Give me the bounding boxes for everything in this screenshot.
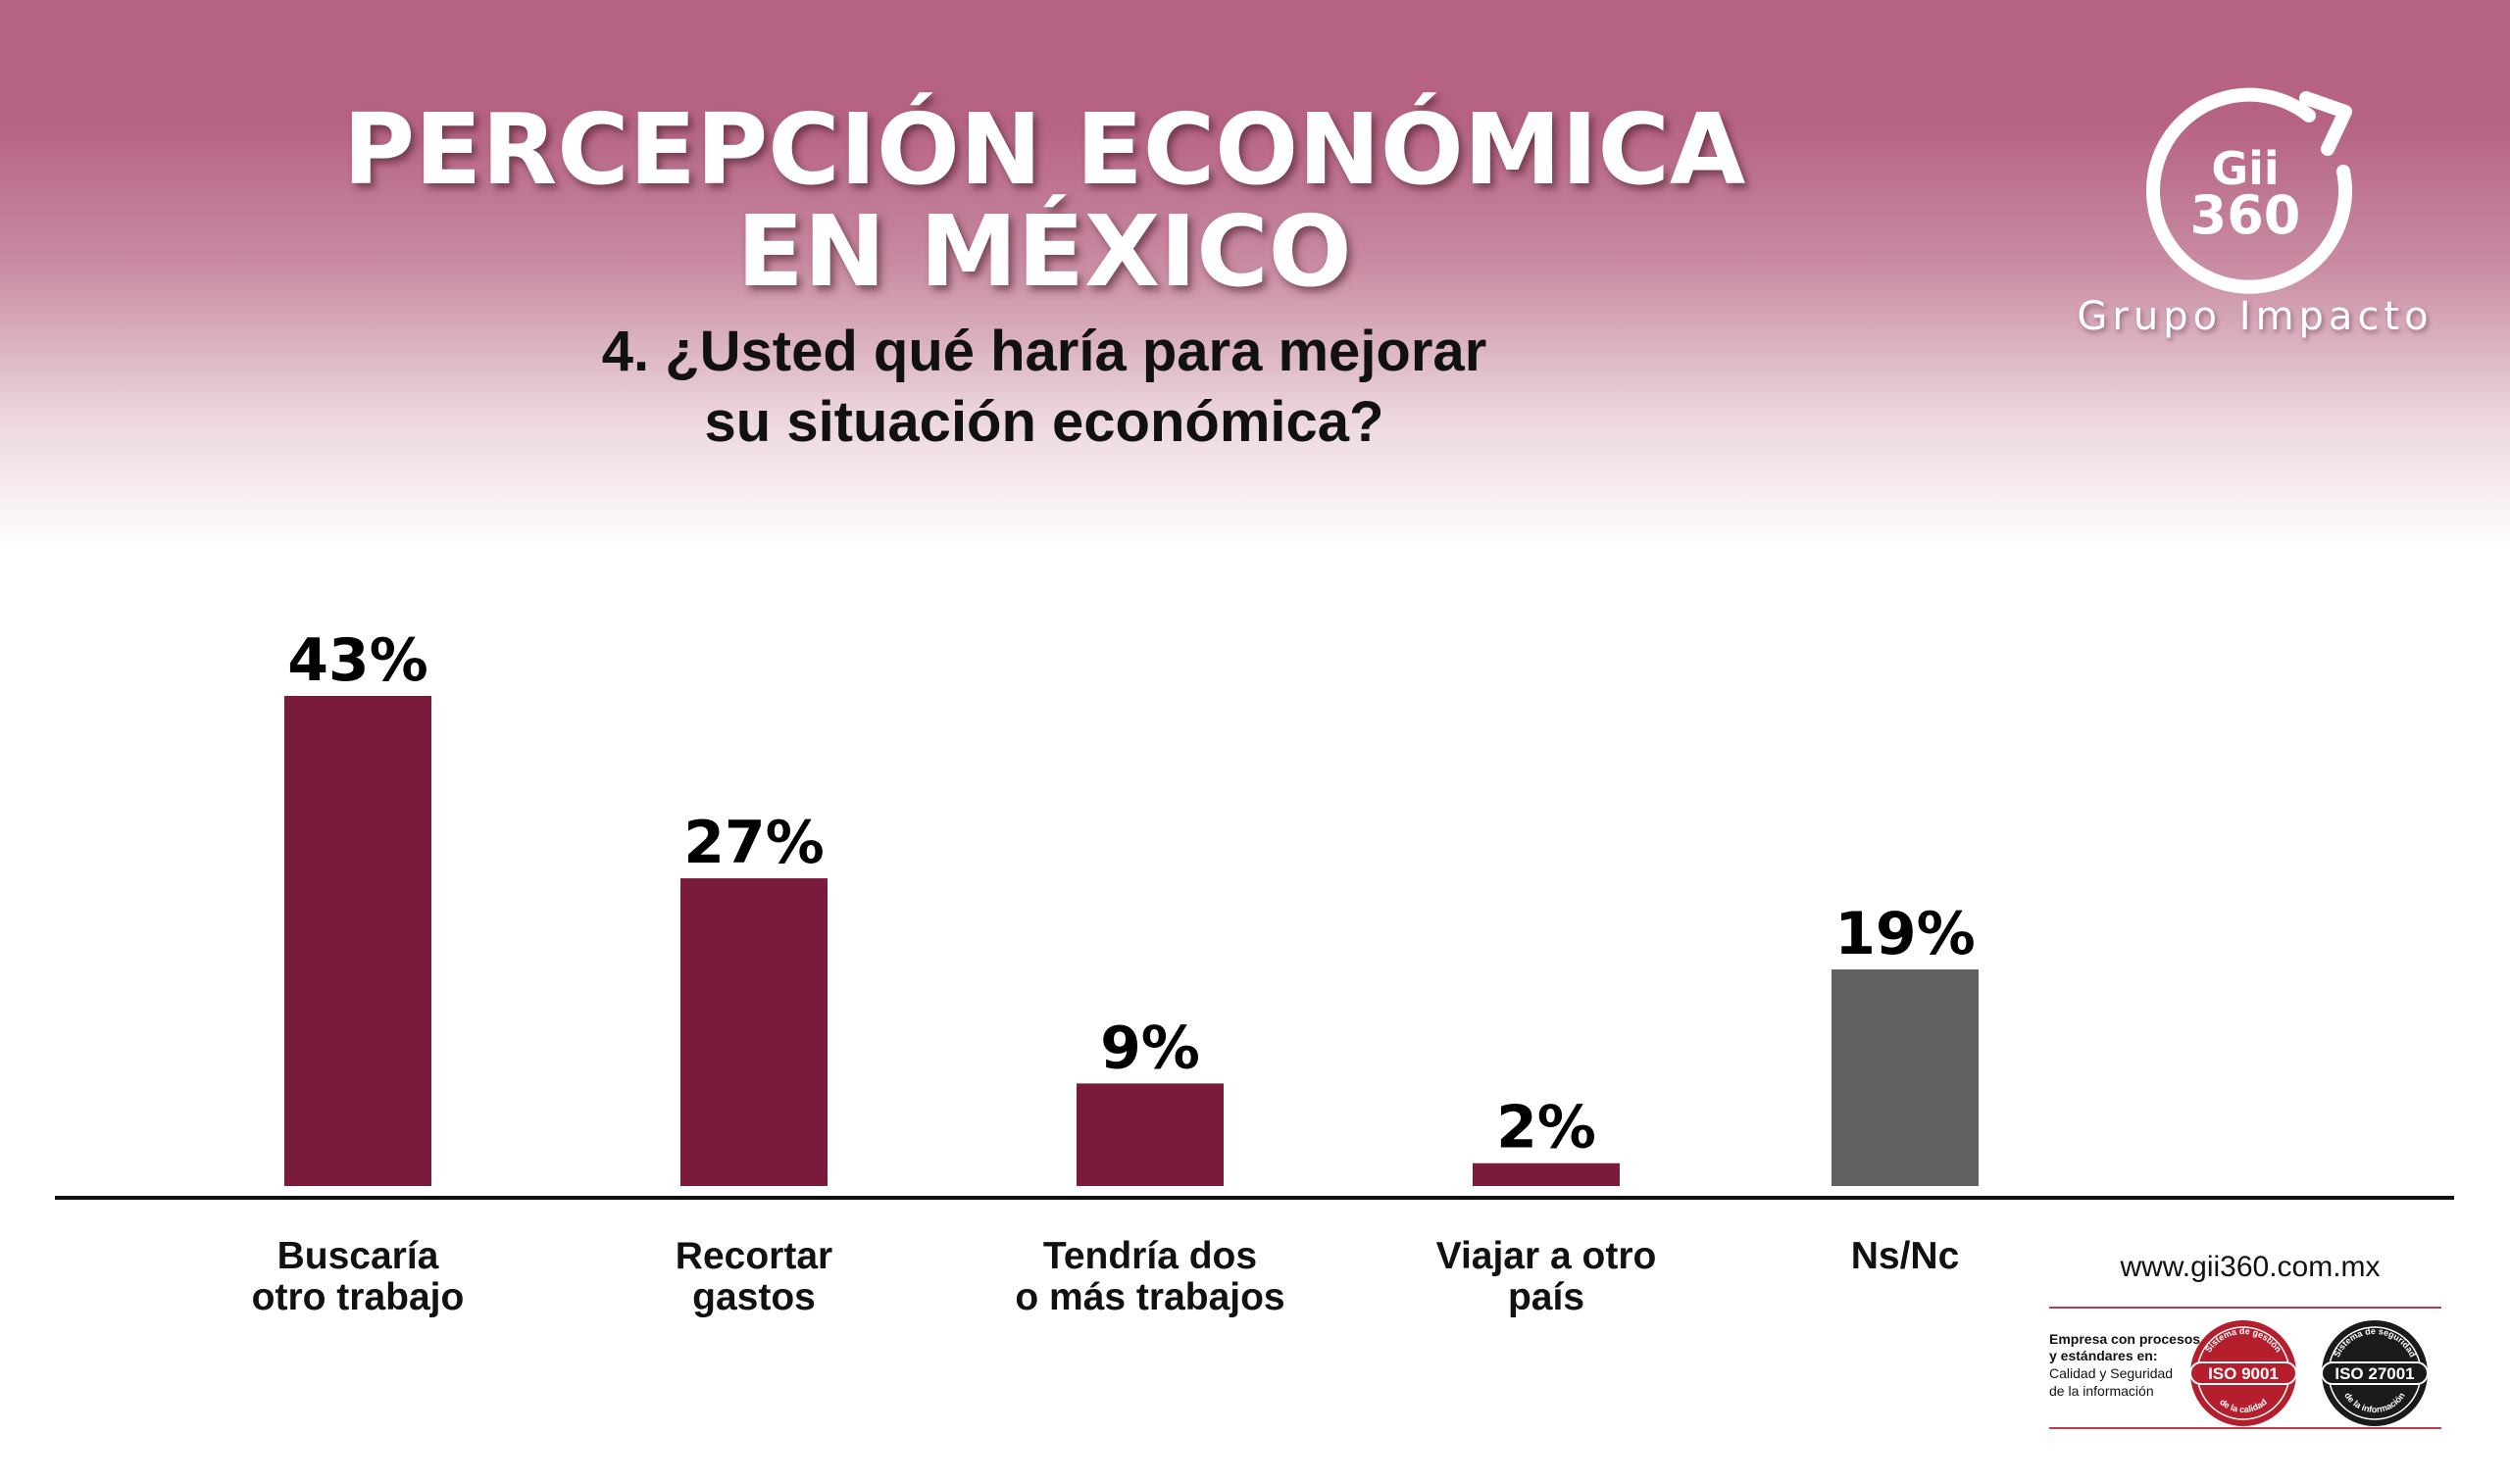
website-url: www.gii360.com.mx <box>2120 1251 2381 1283</box>
bar-1 <box>680 878 828 1186</box>
category-label-3-line-1: país <box>1508 1276 1584 1318</box>
value-label-4: 19% <box>1834 900 1976 968</box>
category-label-4-line-0: Ns/Nc <box>1851 1235 1960 1277</box>
cert-divider-top <box>2049 1307 2441 1309</box>
category-label-1-line-0: Recortar <box>676 1235 832 1277</box>
category-label-2-line-0: Tendría dos <box>1043 1235 1257 1277</box>
iso-27001-label: ISO 27001 <box>2334 1364 2414 1383</box>
value-label-0: 43% <box>287 626 428 695</box>
cert-text-line-4: de la información <box>2049 1383 2154 1399</box>
logo-mark-line-2: 360 <box>2190 184 2301 246</box>
cert-divider-bottom <box>2049 1427 2441 1429</box>
category-label-0-line-0: Buscaría <box>277 1235 439 1277</box>
header-gradient-background <box>0 0 2510 549</box>
title-line-1: PERCEPCIÓN ECONÓMICA <box>342 92 1746 207</box>
cert-text-line-2: y estándares en: <box>2049 1348 2158 1363</box>
bar-2 <box>1077 1083 1224 1186</box>
company-name: Grupo Impacto <box>2077 294 2434 339</box>
value-label-2: 9% <box>1100 1014 1200 1082</box>
iso-9001-seal-icon: ISO 9001 Sistema de gestión de la calida… <box>2189 1320 2297 1426</box>
title-line-2: EN MÉXICO <box>736 194 1352 309</box>
cert-text-line-1: Empresa con procesos <box>2049 1331 2201 1347</box>
value-label-3: 2% <box>1496 1094 1596 1162</box>
bar-0 <box>284 696 431 1186</box>
category-label-2-line-1: o más trabajos <box>1015 1276 1284 1318</box>
category-label-1-line-1: gastos <box>692 1276 816 1318</box>
bar-4 <box>1832 969 1979 1186</box>
value-label-1: 27% <box>683 809 825 877</box>
iso-9001-label: ISO 9001 <box>2208 1364 2279 1383</box>
question-line-2: su situación económica? <box>704 390 1384 454</box>
category-label-3-line-0: Viajar a otro <box>1436 1235 1657 1277</box>
gii360-logo-icon: Gii 360 <box>2146 87 2352 294</box>
category-label-0-line-1: otro trabajo <box>252 1276 465 1318</box>
cert-text-line-3: Calidad y Seguridad <box>2049 1365 2174 1381</box>
logo-mark-line-1: Gii <box>2211 142 2279 195</box>
question-line-1: 4. ¿Usted qué haría para mejorar <box>601 320 1487 383</box>
bar-3 <box>1473 1162 1620 1186</box>
iso-27001-seal-icon: ISO 27001 Sistema de seguridad de la inf… <box>2321 1320 2429 1426</box>
